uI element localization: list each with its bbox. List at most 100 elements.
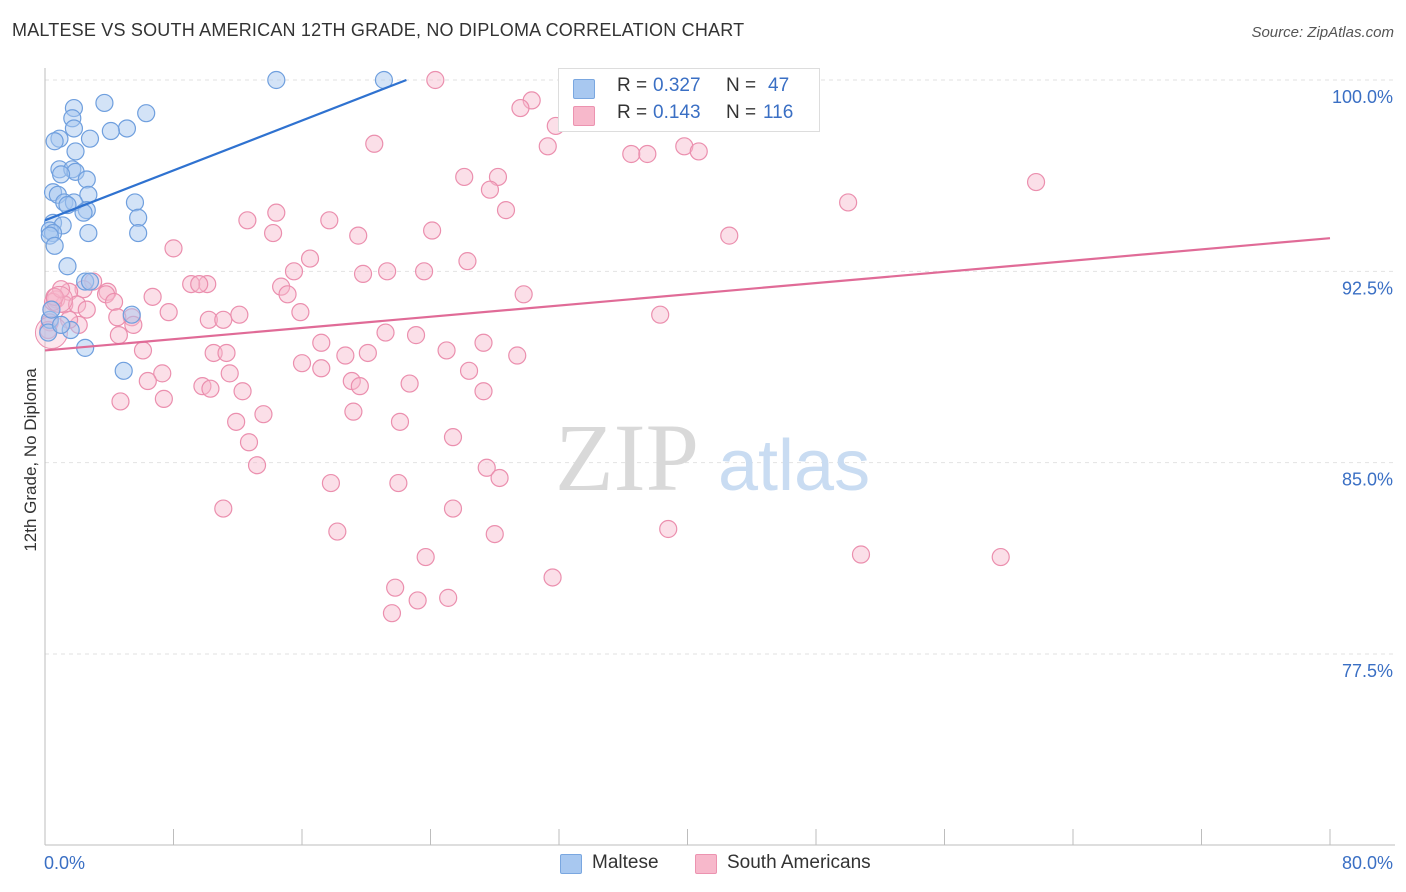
south-american-point bbox=[204, 343, 223, 363]
south-american-point bbox=[414, 262, 434, 281]
maltese-point bbox=[117, 119, 137, 138]
south-american-point bbox=[350, 377, 369, 396]
maltese-point bbox=[80, 129, 100, 148]
maltese-point bbox=[114, 361, 133, 380]
south-american-point bbox=[382, 604, 402, 623]
legend-n-label: N = bbox=[726, 102, 757, 123]
south-american-point bbox=[458, 252, 477, 271]
south-american-point bbox=[320, 211, 339, 230]
south-american-point bbox=[267, 203, 286, 222]
south-american-point bbox=[651, 305, 670, 324]
south-american-point bbox=[400, 374, 419, 393]
south-american-swatch bbox=[573, 106, 595, 126]
south-american-point bbox=[365, 134, 384, 153]
maltese-point bbox=[267, 70, 286, 90]
south-american-point bbox=[336, 346, 355, 365]
source-label: Source: ZipAtlas.com bbox=[1251, 24, 1394, 41]
south-american-point bbox=[443, 428, 463, 447]
south-american-point bbox=[214, 499, 233, 518]
south-american-point bbox=[353, 264, 373, 283]
maltese-point bbox=[125, 193, 145, 212]
maltese-point bbox=[74, 203, 93, 222]
south-american-point bbox=[638, 144, 657, 164]
south-american-points bbox=[34, 70, 1046, 623]
maltese-point bbox=[137, 104, 156, 123]
south-american-point bbox=[199, 310, 218, 329]
south-american-point bbox=[720, 226, 739, 245]
y-tick-label: 85.0% bbox=[1342, 470, 1393, 490]
south-american-point bbox=[238, 211, 257, 230]
south-american-point bbox=[312, 359, 331, 378]
south-american-point bbox=[254, 405, 273, 424]
south-american-point bbox=[423, 221, 442, 240]
south-american-point bbox=[291, 303, 310, 322]
south-american-point bbox=[214, 310, 233, 329]
grid-lines bbox=[45, 79, 1395, 655]
south-american-point bbox=[328, 522, 347, 541]
x-tick-label: 0.0% bbox=[44, 853, 85, 873]
maltese-trend-line bbox=[44, 78, 407, 222]
south-american-point bbox=[111, 392, 130, 411]
south-american-point bbox=[851, 545, 871, 564]
south-american-point bbox=[514, 285, 533, 304]
maltese-point bbox=[122, 305, 141, 324]
south-american-point bbox=[839, 193, 858, 212]
south-american-point bbox=[416, 547, 435, 567]
south-american-point bbox=[480, 180, 500, 199]
south-american-trend-line bbox=[44, 237, 1331, 352]
legend-n-value: 47 bbox=[768, 75, 790, 96]
chart-title: MALTESE VS SOUTH AMERICAN 12TH GRADE, NO… bbox=[12, 20, 745, 40]
south-american-point bbox=[278, 285, 297, 304]
south-american-point bbox=[284, 262, 304, 281]
south-american-point bbox=[474, 333, 493, 352]
south-american-point bbox=[217, 343, 236, 363]
south-american-point bbox=[164, 239, 183, 258]
south-american-point bbox=[378, 262, 397, 281]
legend: R = 0.327 N = 47 R = 0.143 N = 116 bbox=[558, 68, 820, 132]
south-american-point bbox=[104, 292, 124, 312]
south-american-point bbox=[263, 223, 283, 243]
south-american-point bbox=[233, 382, 252, 401]
south-american-point bbox=[349, 226, 368, 245]
south-american-point bbox=[485, 524, 504, 544]
legend-r-value: 0.143 bbox=[653, 102, 701, 123]
legend-r-label: R = bbox=[617, 75, 648, 96]
south-american-point bbox=[376, 323, 395, 342]
south-american-point bbox=[455, 167, 474, 187]
maltese-swatch bbox=[573, 79, 595, 99]
south-american-legend-swatch bbox=[695, 854, 717, 874]
x-tick-label: 80.0% bbox=[1342, 853, 1393, 873]
south-american-point bbox=[220, 364, 239, 383]
south-american-point bbox=[439, 588, 458, 607]
maltese-point bbox=[80, 272, 100, 291]
south-american-point bbox=[230, 305, 249, 324]
axes bbox=[44, 68, 1395, 846]
south-american-point bbox=[1026, 172, 1046, 192]
watermark-atlas: atlas bbox=[718, 426, 870, 506]
maltese-point bbox=[64, 119, 84, 138]
south-american-point bbox=[358, 343, 377, 363]
south-american-point bbox=[511, 98, 530, 118]
south-american-point bbox=[153, 364, 172, 383]
south-american-legend-label: South Americans bbox=[727, 852, 871, 873]
maltese-point bbox=[45, 236, 64, 255]
south-american-point bbox=[437, 341, 456, 360]
maltese-point bbox=[129, 208, 148, 227]
south-american-point bbox=[675, 137, 694, 156]
south-american-point bbox=[190, 274, 209, 294]
maltese-point bbox=[45, 132, 64, 151]
south-american-point bbox=[490, 468, 509, 488]
maltese-points bbox=[39, 70, 394, 380]
maltese-point bbox=[66, 142, 85, 161]
south-american-point bbox=[426, 70, 445, 90]
maltese-point bbox=[101, 121, 120, 141]
south-american-point bbox=[247, 456, 267, 475]
south-american-point bbox=[659, 519, 678, 539]
south-american-point bbox=[443, 499, 463, 518]
watermark-zip: ZIP bbox=[555, 404, 699, 511]
south-american-point bbox=[543, 568, 562, 587]
legend-r-label: R = bbox=[617, 102, 648, 123]
south-american-point bbox=[138, 371, 157, 391]
y-tick-label: 92.5% bbox=[1342, 278, 1393, 298]
south-american-point bbox=[538, 137, 557, 156]
